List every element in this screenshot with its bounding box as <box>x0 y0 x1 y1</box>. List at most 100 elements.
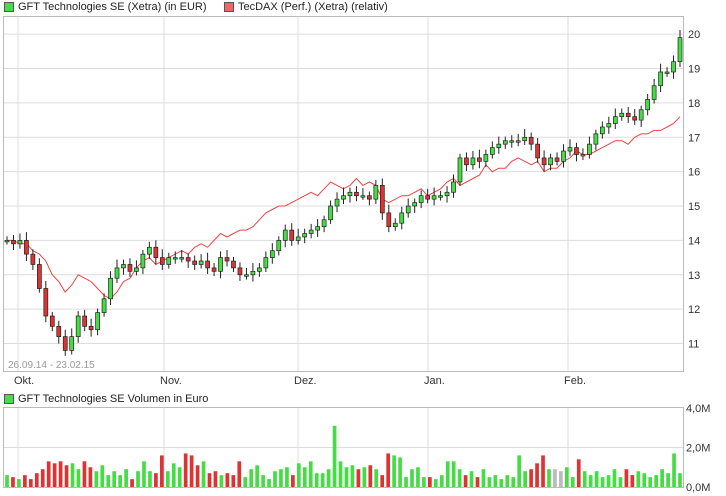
price-y-tick-label: 12 <box>688 304 700 316</box>
candle <box>477 149 482 169</box>
volume-bar <box>70 463 75 487</box>
volume-bar <box>386 453 391 487</box>
volume-bar <box>267 479 271 487</box>
candle <box>431 187 437 206</box>
candle <box>418 190 424 209</box>
volume-bar <box>171 463 176 487</box>
volume-y-tick-label: 2,0M <box>686 443 710 455</box>
volume-bar <box>606 475 611 487</box>
price-y-axis: 11 12 13 14 15 16 17 18 19 20 <box>688 29 700 350</box>
volume-bar <box>130 479 134 487</box>
candle <box>593 129 599 151</box>
candle <box>360 188 366 200</box>
volume-bar <box>541 455 545 487</box>
volume-bar <box>439 475 444 487</box>
candle <box>134 260 139 276</box>
volume-bar <box>201 461 206 487</box>
volume-bar <box>177 467 182 487</box>
candle <box>515 133 521 147</box>
volume-bar <box>237 461 242 487</box>
volume-bar <box>165 471 170 487</box>
price-y-tick-label: 20 <box>688 29 700 41</box>
volume-bar <box>624 469 629 487</box>
volume-bar <box>124 469 128 487</box>
candle <box>257 263 262 277</box>
candle <box>574 142 579 162</box>
candle <box>354 186 359 202</box>
volume-bar <box>451 461 456 487</box>
candle <box>664 67 670 77</box>
volume-bar <box>291 475 295 487</box>
volume-y-tick-label: 0,0M <box>686 482 710 494</box>
volume-bar <box>308 461 313 487</box>
candle <box>451 174 456 198</box>
legend-compare-label: TecDAX (Perf.) (Xetra) (relativ) <box>238 1 388 13</box>
candle <box>425 188 430 204</box>
candle <box>192 255 198 270</box>
volume-y-axis: 4,0M 2,0M 0,0M <box>686 404 710 494</box>
candle <box>24 232 29 262</box>
volume-bar <box>5 475 9 487</box>
volume-bar <box>11 477 15 487</box>
candle <box>276 236 282 256</box>
price-y-tick-label: 18 <box>688 98 700 110</box>
candle <box>638 105 644 127</box>
candles <box>4 30 683 356</box>
candle <box>619 108 625 121</box>
price-y-tick-label: 15 <box>688 201 700 213</box>
volume-bar <box>189 455 194 487</box>
candle <box>502 136 508 149</box>
volume-bar <box>17 479 21 487</box>
volume-bar <box>160 455 164 487</box>
volume-bar <box>428 477 432 487</box>
volume-bar <box>302 467 307 487</box>
volume-bar <box>588 475 593 487</box>
time-x-tick-label: Feb. <box>564 375 586 387</box>
candle <box>599 121 605 139</box>
candle <box>88 318 94 337</box>
volume-bar <box>582 471 587 487</box>
volume-bar <box>559 471 563 487</box>
candle <box>147 241 152 259</box>
candle <box>489 141 495 159</box>
candle <box>386 204 392 233</box>
volume-bar <box>273 471 277 487</box>
candle <box>321 215 327 233</box>
legend-swatch-volume <box>4 394 14 404</box>
candle <box>522 129 528 145</box>
volume-bar <box>463 475 468 487</box>
volume-bar <box>648 477 653 487</box>
legend-volume: GFT Technologies SE Volumen in Euro <box>4 393 208 405</box>
candle <box>211 263 217 277</box>
volume-bar <box>618 477 623 487</box>
candle <box>62 329 68 356</box>
candle <box>483 149 489 167</box>
volume-bar <box>249 469 254 487</box>
volume-bar <box>636 471 641 487</box>
candle <box>328 200 333 224</box>
price-y-tick-label: 11 <box>688 339 699 351</box>
volume-bar <box>564 467 569 487</box>
volume-bar <box>213 471 218 487</box>
candle <box>347 187 353 203</box>
price-chart: 11 12 13 14 15 16 17 18 19 20 Okt. Nov. Dez. Jan. Feb… <box>3 16 700 387</box>
price-y-tick-label: 19 <box>688 64 700 76</box>
candle <box>509 135 515 148</box>
candle <box>612 108 618 130</box>
volume-bar <box>392 455 396 487</box>
volume-bar <box>219 475 224 487</box>
volume-bar <box>207 473 212 487</box>
volume-bars <box>5 425 682 487</box>
candle <box>651 78 657 104</box>
volume-bar <box>380 475 385 487</box>
candle <box>625 107 631 123</box>
volume-bar <box>517 455 522 487</box>
legend-volume-label: GFT Technologies SE Volumen in Euro <box>18 393 209 405</box>
candle <box>412 198 418 213</box>
candle <box>334 192 340 213</box>
candle <box>159 249 165 270</box>
price-y-tick-label: 16 <box>688 167 700 179</box>
volume-bar <box>64 465 69 487</box>
volume-bar <box>94 471 99 487</box>
candle <box>224 250 230 267</box>
